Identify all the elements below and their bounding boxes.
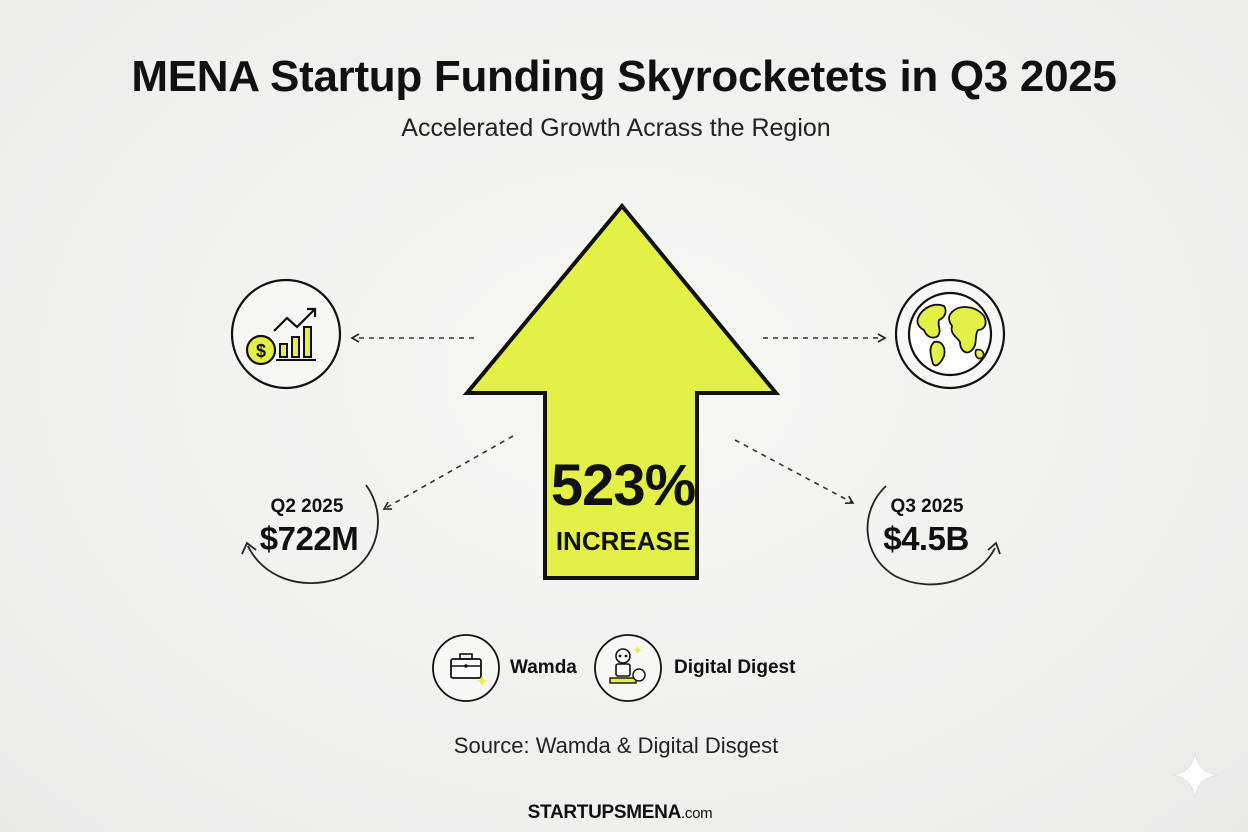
sparkle-icon (1171, 751, 1219, 799)
q2-value: $722M (259, 520, 359, 557)
q3-curve (866, 485, 996, 586)
growth-arrow (462, 202, 781, 580)
connector-bottom-left (382, 435, 514, 510)
page-subtitle: Accelerated Growth Acrass the Region (401, 114, 831, 142)
q3-period: Q3 2025 (890, 496, 964, 517)
source-name-digital-digest: Digital Digest (674, 657, 796, 678)
brand-domain: .com (681, 805, 713, 822)
briefcase-icon (432, 634, 500, 702)
source-name-wamda: Wamda (510, 657, 577, 678)
q3-value: $4.5B (883, 520, 969, 557)
funding-chart-icon: $ (230, 278, 342, 390)
brand-name: STARTUPSMENA (527, 802, 682, 823)
svg-text:$: $ (256, 341, 266, 361)
q2-curve (247, 484, 379, 584)
page-title: MENA Startup Funding Skyrocketets in Q3 … (131, 52, 1117, 101)
increase-percent: 523% (550, 453, 696, 518)
q2-period: Q2 2025 (270, 496, 344, 517)
connector-bottom-right (734, 439, 855, 505)
robot-icon (594, 634, 662, 702)
brand-footer: STARTUPSMENA.com (0, 802, 1240, 824)
source-footnote: Source: Wamda & Digital Disgest (453, 733, 779, 758)
globe-icon (894, 278, 1006, 390)
increase-label: INCREASE (555, 526, 691, 556)
